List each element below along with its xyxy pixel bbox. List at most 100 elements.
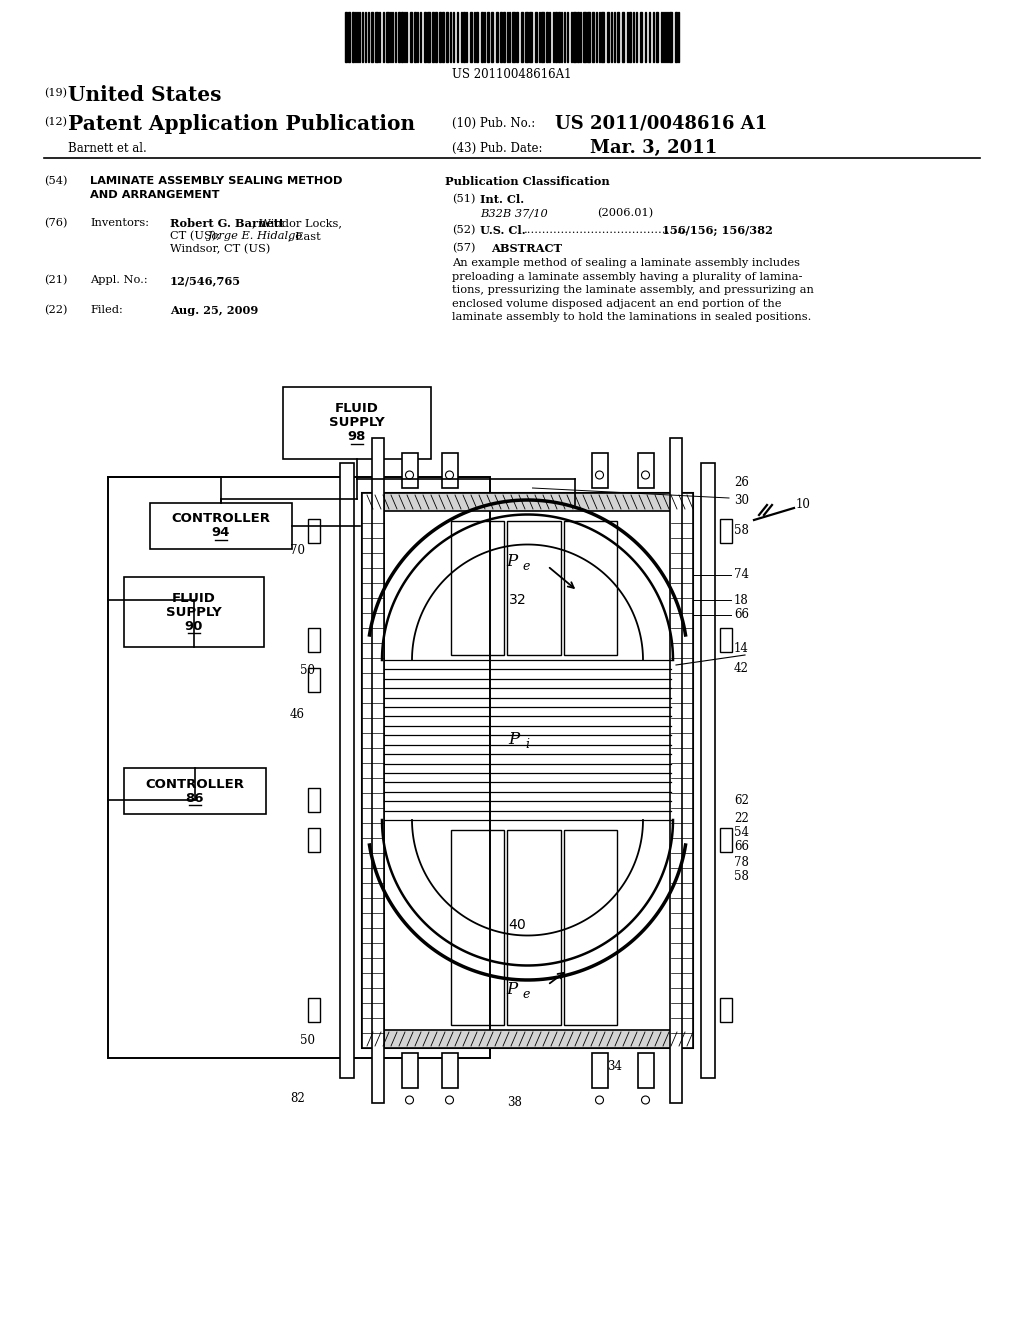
Text: $\mathit{\mathsf{32}}$: $\mathit{\mathsf{32}}$ bbox=[508, 593, 525, 607]
Text: 18: 18 bbox=[734, 594, 749, 606]
Text: (54): (54) bbox=[44, 176, 68, 186]
Text: SUPPLY: SUPPLY bbox=[166, 606, 222, 619]
Bar bbox=[546, 12, 548, 62]
Circle shape bbox=[641, 1096, 649, 1104]
Text: 62: 62 bbox=[734, 793, 749, 807]
Text: CONTROLLER: CONTROLLER bbox=[171, 512, 270, 525]
Text: An example method of sealing a laminate assembly includes
preloading a laminate : An example method of sealing a laminate … bbox=[452, 257, 814, 322]
Bar bbox=[424, 12, 426, 62]
Bar bbox=[564, 521, 617, 655]
Text: e: e bbox=[522, 560, 529, 573]
Text: (57): (57) bbox=[452, 243, 475, 253]
Bar bbox=[446, 12, 449, 62]
Bar bbox=[656, 12, 658, 62]
Bar bbox=[535, 12, 537, 62]
Bar bbox=[401, 12, 403, 62]
Circle shape bbox=[406, 1096, 414, 1104]
Text: 50: 50 bbox=[300, 664, 315, 676]
Text: , Windor Locks,: , Windor Locks, bbox=[252, 218, 342, 228]
Bar bbox=[386, 12, 389, 62]
Text: AND ARRANGEMENT: AND ARRANGEMENT bbox=[90, 190, 219, 201]
Bar bbox=[481, 12, 483, 62]
Bar bbox=[463, 12, 465, 62]
Text: (21): (21) bbox=[44, 275, 68, 285]
Text: FLUID: FLUID bbox=[335, 403, 379, 416]
Text: (52): (52) bbox=[452, 224, 475, 235]
Bar bbox=[414, 12, 416, 62]
Bar bbox=[476, 12, 478, 62]
Bar bbox=[500, 12, 502, 62]
Text: 46: 46 bbox=[290, 709, 305, 722]
Bar bbox=[362, 492, 693, 1048]
Bar bbox=[720, 628, 732, 652]
Text: Patent Application Publication: Patent Application Publication bbox=[68, 114, 415, 135]
Text: 12/546,765: 12/546,765 bbox=[170, 275, 241, 286]
Text: P: P bbox=[507, 553, 517, 569]
Text: FLUID: FLUID bbox=[172, 591, 216, 605]
Bar bbox=[432, 12, 434, 62]
Bar bbox=[124, 577, 264, 647]
Text: (22): (22) bbox=[44, 305, 68, 315]
Text: United States: United States bbox=[68, 84, 221, 106]
Bar bbox=[375, 12, 378, 62]
Bar bbox=[308, 668, 319, 692]
Bar bbox=[352, 12, 354, 62]
Bar bbox=[348, 12, 350, 62]
Text: 58: 58 bbox=[734, 870, 749, 883]
Bar bbox=[669, 12, 672, 62]
Bar bbox=[441, 1053, 458, 1088]
Bar bbox=[371, 12, 373, 62]
Bar bbox=[507, 521, 561, 655]
Bar bbox=[507, 830, 561, 1026]
Bar bbox=[308, 519, 319, 543]
Text: 74: 74 bbox=[734, 569, 749, 582]
Text: US 20110048616A1: US 20110048616A1 bbox=[453, 69, 571, 81]
Text: Windsor, CT (US): Windsor, CT (US) bbox=[170, 244, 270, 255]
Circle shape bbox=[445, 1096, 454, 1104]
Bar bbox=[503, 12, 505, 62]
Text: 86: 86 bbox=[185, 792, 204, 804]
Bar bbox=[470, 12, 472, 62]
Bar bbox=[573, 12, 575, 62]
Bar bbox=[720, 998, 732, 1022]
Bar bbox=[521, 12, 523, 62]
Bar bbox=[675, 12, 677, 62]
Bar bbox=[701, 463, 715, 1078]
Text: (2006.01): (2006.01) bbox=[597, 209, 653, 218]
Text: 58: 58 bbox=[734, 524, 749, 536]
Text: 22: 22 bbox=[734, 812, 749, 825]
Text: (43) Pub. Date:: (43) Pub. Date: bbox=[452, 143, 543, 154]
Text: LAMINATE ASSEMBLY SEALING METHOD: LAMINATE ASSEMBLY SEALING METHOD bbox=[90, 176, 342, 186]
Text: Appl. No.:: Appl. No.: bbox=[90, 275, 147, 285]
Bar bbox=[308, 788, 319, 812]
Bar bbox=[541, 12, 544, 62]
Text: 42: 42 bbox=[734, 661, 749, 675]
Bar bbox=[401, 1053, 418, 1088]
Bar bbox=[592, 12, 594, 62]
Bar bbox=[362, 492, 384, 1048]
Bar bbox=[451, 521, 504, 655]
Bar bbox=[308, 998, 319, 1022]
Bar bbox=[439, 12, 441, 62]
Bar bbox=[401, 453, 418, 488]
Bar bbox=[583, 12, 586, 62]
Bar bbox=[638, 453, 653, 488]
Bar bbox=[340, 463, 354, 1078]
Bar bbox=[601, 12, 604, 62]
Text: 90: 90 bbox=[184, 619, 203, 632]
Text: 50: 50 bbox=[300, 1034, 315, 1047]
Bar bbox=[638, 1053, 653, 1088]
Circle shape bbox=[445, 471, 454, 479]
Text: Jorge E. Hidalgo: Jorge E. Hidalgo bbox=[208, 231, 303, 242]
Bar bbox=[640, 12, 642, 62]
Text: 10: 10 bbox=[796, 499, 811, 511]
Text: 54: 54 bbox=[734, 825, 749, 838]
Bar bbox=[629, 12, 631, 62]
Bar bbox=[372, 438, 384, 1104]
Text: 98: 98 bbox=[348, 430, 367, 444]
Bar bbox=[362, 1030, 693, 1048]
Bar bbox=[720, 519, 732, 543]
Bar bbox=[308, 628, 319, 652]
Text: B32B 37/10: B32B 37/10 bbox=[480, 209, 548, 218]
Bar bbox=[671, 492, 693, 1048]
